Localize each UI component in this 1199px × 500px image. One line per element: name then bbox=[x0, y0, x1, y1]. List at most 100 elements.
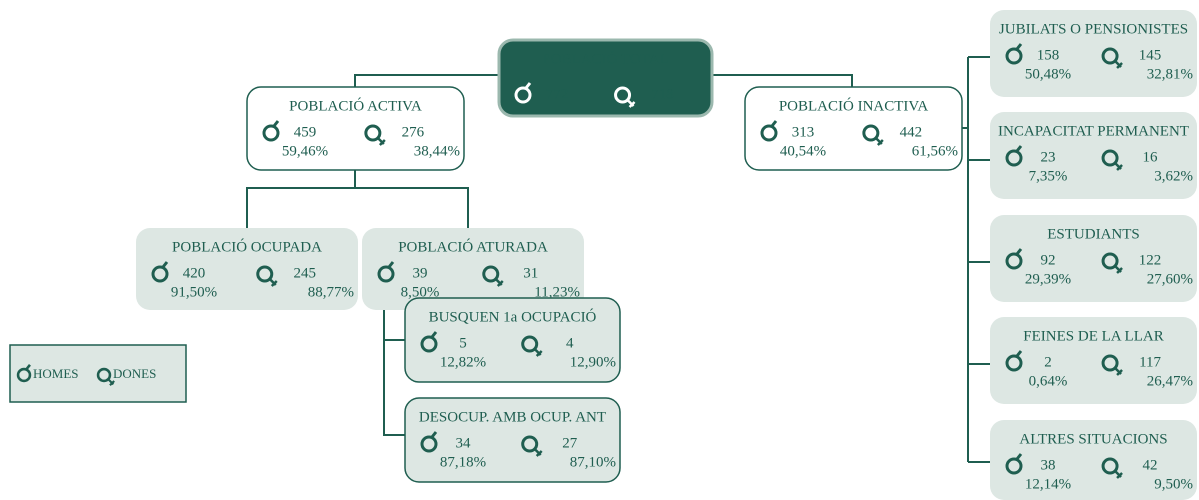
node-label: POBLACIÓ OCUPADA bbox=[172, 238, 322, 255]
homes-pct: 29,39% bbox=[1025, 271, 1071, 287]
homes-value: 23 bbox=[1041, 149, 1056, 165]
female-icon bbox=[521, 435, 539, 453]
female-icon bbox=[1101, 457, 1119, 475]
male-icon-tip bbox=[430, 431, 438, 438]
male-icon-tip bbox=[272, 120, 280, 127]
dones-value: 122 bbox=[1139, 252, 1162, 268]
male-icon bbox=[1005, 47, 1023, 65]
node-label: FEINES DE LA LLAR bbox=[1023, 328, 1163, 344]
node-label: JUBILATS O PENSIONISTES bbox=[999, 21, 1188, 37]
node: DESOCUP. AMB OCUP. ANT 34 27 87,18% 87,10% bbox=[404, 397, 621, 483]
female-icon-tail bbox=[1114, 265, 1123, 274]
homes-value: 34 bbox=[456, 435, 472, 451]
homes-value: 772 bbox=[546, 86, 569, 102]
node-box bbox=[744, 86, 963, 171]
female-icon bbox=[1101, 47, 1119, 65]
node-box bbox=[404, 397, 621, 483]
node: POBLACIÓ OCUPADA 420 245 91,50% 88,77% bbox=[136, 228, 358, 310]
dones-pct: 12,90% bbox=[570, 354, 616, 370]
node-label: BUSQUEN 1a OCUPACIÓ bbox=[429, 308, 597, 325]
dones-value: 42 bbox=[1143, 457, 1158, 473]
dones-value: 718 bbox=[651, 86, 674, 102]
node-box bbox=[362, 228, 584, 310]
node-box bbox=[404, 297, 621, 383]
male-icon bbox=[1005, 457, 1023, 475]
male-icon bbox=[420, 335, 438, 353]
dones-pct: 87,10% bbox=[570, 454, 616, 470]
dones-value: 16 bbox=[1143, 149, 1159, 165]
female-icon-tail bbox=[1114, 367, 1123, 376]
female-icon-tail bbox=[494, 278, 504, 287]
node-box bbox=[246, 86, 465, 171]
connector bbox=[246, 170, 469, 228]
node-label: ESTUDIANTS bbox=[1047, 226, 1140, 242]
female-icon-tail bbox=[268, 278, 278, 287]
male-icon-tip bbox=[1015, 350, 1023, 357]
connector bbox=[962, 56, 990, 463]
dones-pct: 11,23% bbox=[534, 284, 580, 300]
dones-value: 442 bbox=[900, 124, 923, 140]
node-box bbox=[990, 420, 1197, 500]
node-label: DESOCUP. AMB OCUP. ANT bbox=[419, 409, 606, 425]
legend-dones: DONES bbox=[113, 366, 156, 381]
node-label: POBLACIÓ TOTAL bbox=[542, 50, 668, 67]
male-icon-tip bbox=[524, 82, 532, 89]
dones-value: 4 bbox=[566, 335, 574, 351]
dones-pct: 32,81% bbox=[1147, 66, 1193, 82]
node-box bbox=[136, 228, 358, 310]
female-icon bbox=[96, 367, 112, 383]
female-icon-tail bbox=[533, 348, 543, 357]
homes-value: 158 bbox=[1037, 47, 1060, 63]
node-label: POBLACIÓ INACTIVA bbox=[779, 97, 928, 114]
homes-pct: 8,50% bbox=[401, 284, 440, 300]
male-icon bbox=[1005, 354, 1023, 372]
node: POBLACIÓ ATURADA 39 31 8,50% 11,23% bbox=[362, 228, 584, 310]
female-icon bbox=[1101, 252, 1119, 270]
male-icon-tip bbox=[1015, 248, 1023, 255]
dones-pct: 88,77% bbox=[308, 284, 354, 300]
female-icon-tail bbox=[626, 99, 636, 108]
dones-value: 145 bbox=[1139, 47, 1162, 63]
dones-value: 31 bbox=[523, 265, 538, 281]
female-icon-tail bbox=[1114, 470, 1123, 479]
dones-value: 117 bbox=[1139, 354, 1161, 370]
homes-value: 5 bbox=[459, 335, 467, 351]
homes-value: 2 bbox=[1044, 354, 1052, 370]
homes-value: 459 bbox=[294, 124, 317, 140]
homes-value: 420 bbox=[183, 265, 206, 281]
female-icon bbox=[1101, 149, 1119, 167]
male-icon bbox=[760, 124, 778, 142]
male-icon bbox=[420, 435, 438, 453]
male-icon bbox=[16, 367, 32, 383]
node-box bbox=[990, 112, 1197, 199]
homes-value: 39 bbox=[413, 265, 428, 281]
female-icon bbox=[521, 335, 539, 353]
male-icon bbox=[377, 265, 395, 283]
male-icon bbox=[514, 86, 532, 104]
dones-value: 27 bbox=[562, 435, 578, 451]
dones-pct: 3,62% bbox=[1154, 168, 1193, 184]
female-icon-tail bbox=[1114, 162, 1123, 171]
male-icon-tip bbox=[161, 261, 169, 268]
female-icon bbox=[1101, 354, 1119, 372]
female-icon bbox=[256, 265, 274, 283]
male-icon-tip bbox=[25, 364, 31, 370]
homes-value: 38 bbox=[1041, 457, 1056, 473]
male-icon-tip bbox=[430, 331, 438, 338]
node-box bbox=[990, 215, 1197, 302]
node-label: ALTRES SITUACIONS bbox=[1019, 431, 1167, 447]
node: POBLACIÓ INACTIVA 313 442 40,54% 61,56% bbox=[744, 86, 963, 171]
node: ALTRES SITUACIONS 38 42 12,14% 9,50% bbox=[990, 420, 1197, 500]
node-label: POBLACIÓ ACTIVA bbox=[289, 97, 422, 114]
node: INCAPACITAT PERMANENT 23 16 7,35% 3,62% bbox=[990, 112, 1197, 199]
homes-value: 92 bbox=[1041, 252, 1056, 268]
homes-value: 313 bbox=[792, 124, 815, 140]
node: FEINES DE LA LLAR 2 117 0,64% 26,47% bbox=[990, 317, 1197, 404]
homes-pct: 59,46% bbox=[282, 143, 328, 159]
node-label: INCAPACITAT PERMANENT bbox=[998, 123, 1189, 139]
node: POBLACIÓ ACTIVA 459 276 59,46% 38,44% bbox=[246, 86, 465, 171]
homes-pct: 0,64% bbox=[1029, 373, 1068, 389]
dones-pct: 38,44% bbox=[414, 143, 460, 159]
node-box bbox=[990, 317, 1197, 404]
